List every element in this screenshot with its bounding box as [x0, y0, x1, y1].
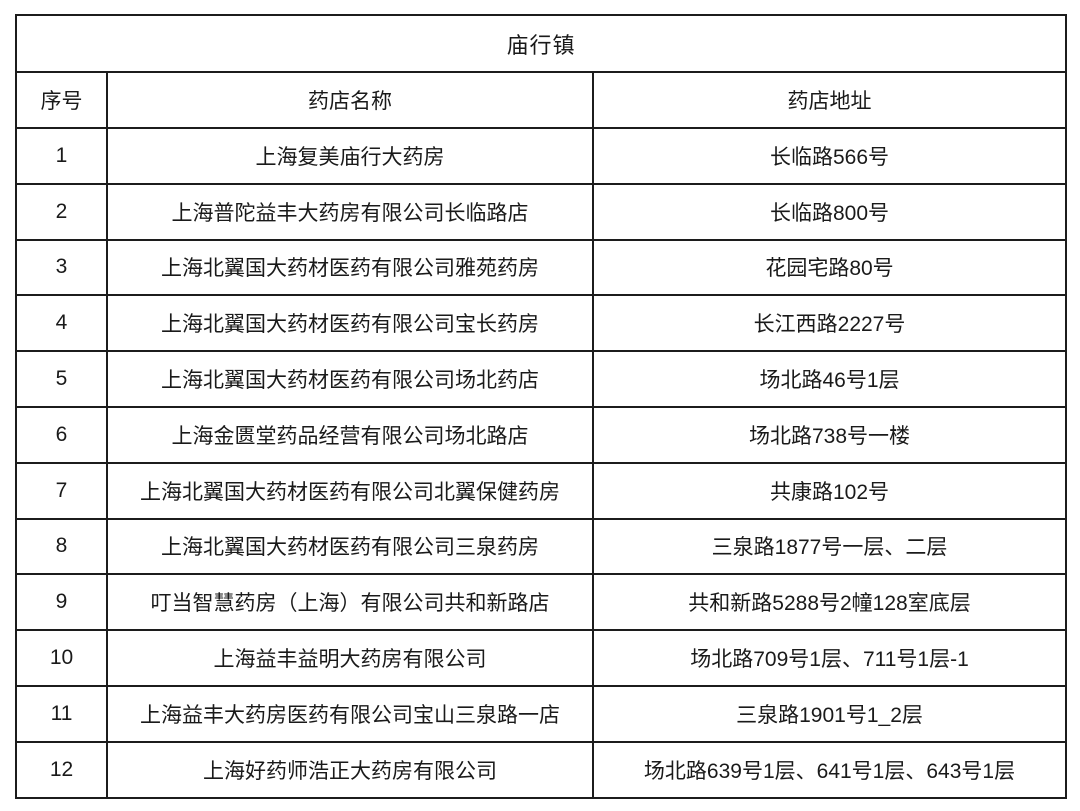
row-number: 12	[15, 740, 108, 799]
table-row: 9 叮当智慧药房（上海）有限公司共和新路店 共和新路5288号2幢128室底层	[15, 573, 1068, 632]
pharmacy-address: 场北路46号1层	[591, 350, 1068, 408]
table-row: 10 上海益丰益明大药房有限公司 场北路709号1层、711号1层-1	[15, 629, 1068, 687]
row-number: 10	[15, 629, 108, 687]
table-row: 5 上海北翼国大药材医药有限公司场北药店 场北路46号1层	[15, 350, 1068, 408]
table-title-row: 庙行镇	[14, 14, 1068, 73]
table-row: 7 上海北翼国大药材医药有限公司北翼保健药房 共康路102号	[15, 461, 1068, 520]
pharmacy-name: 上海北翼国大药材医药有限公司雅苑药房	[106, 238, 594, 297]
row-number: 9	[15, 573, 108, 632]
table-row: 8 上海北翼国大药材医药有限公司三泉药房 三泉路1877号一层、二层	[15, 517, 1068, 576]
row-number: 3	[15, 238, 108, 297]
table-row: 6 上海金匮堂药品经营有限公司场北路店 场北路738号一楼	[15, 405, 1068, 464]
pharmacy-name: 上海普陀益丰大药房有限公司长临路店	[106, 182, 594, 241]
row-number: 4	[15, 294, 108, 353]
pharmacy-name: 上海益丰大药房医药有限公司宝山三泉路一店	[106, 684, 594, 743]
table-header-row: 序号 药店名称 药店地址	[15, 71, 1068, 129]
row-number: 6	[15, 405, 108, 464]
pharmacy-name: 上海益丰益明大药房有限公司	[106, 629, 594, 687]
pharmacy-name: 叮当智慧药房（上海）有限公司共和新路店	[106, 573, 594, 632]
table-row: 4 上海北翼国大药材医药有限公司宝长药房 长江西路2227号	[15, 294, 1068, 353]
table-row: 11 上海益丰大药房医药有限公司宝山三泉路一店 三泉路1901号1_2层	[15, 684, 1068, 743]
pharmacy-name: 上海金匮堂药品经营有限公司场北路店	[106, 405, 594, 464]
pharmacy-name: 上海好药师浩正大药房有限公司	[106, 740, 594, 799]
pharmacy-table: 庙行镇 序号 药店名称 药店地址 1 上海复美庙行大药房 长临路566号 2 上…	[14, 14, 1068, 799]
table-row: 1 上海复美庙行大药房 长临路566号	[15, 127, 1068, 185]
pharmacy-address: 长临路566号	[591, 127, 1068, 185]
pharmacy-address: 三泉路1901号1_2层	[591, 684, 1068, 743]
pharmacy-name: 上海北翼国大药材医药有限公司三泉药房	[106, 517, 594, 576]
table-row: 12 上海好药师浩正大药房有限公司 场北路639号1层、641号1层、643号1…	[15, 740, 1068, 799]
pharmacy-address: 花园宅路80号	[591, 238, 1068, 297]
pharmacy-name: 上海北翼国大药材医药有限公司场北药店	[106, 350, 594, 408]
pharmacy-address: 长江西路2227号	[591, 294, 1068, 353]
row-number: 1	[15, 127, 108, 185]
pharmacy-address: 三泉路1877号一层、二层	[591, 517, 1068, 576]
col-header-address: 药店地址	[591, 71, 1068, 129]
row-number: 8	[15, 517, 108, 576]
table-row: 2 上海普陀益丰大药房有限公司长临路店 长临路800号	[15, 182, 1068, 241]
row-number: 5	[15, 350, 108, 408]
pharmacy-address: 共和新路5288号2幢128室底层	[591, 573, 1068, 632]
pharmacy-address: 场北路738号一楼	[591, 405, 1068, 464]
pharmacy-address: 场北路639号1层、641号1层、643号1层	[591, 740, 1068, 799]
row-number: 11	[15, 684, 108, 743]
col-header-no: 序号	[15, 71, 108, 129]
table-title: 庙行镇	[14, 14, 1068, 73]
pharmacy-address: 长临路800号	[591, 182, 1068, 241]
pharmacy-address: 共康路102号	[591, 461, 1068, 520]
row-number: 7	[15, 461, 108, 520]
pharmacy-address: 场北路709号1层、711号1层-1	[591, 629, 1068, 687]
pharmacy-name: 上海复美庙行大药房	[106, 127, 594, 185]
table-row: 3 上海北翼国大药材医药有限公司雅苑药房 花园宅路80号	[15, 238, 1068, 297]
pharmacy-name: 上海北翼国大药材医药有限公司北翼保健药房	[106, 461, 594, 520]
col-header-name: 药店名称	[106, 71, 594, 129]
pharmacy-name: 上海北翼国大药材医药有限公司宝长药房	[106, 294, 594, 353]
table-body: 1 上海复美庙行大药房 长临路566号 2 上海普陀益丰大药房有限公司长临路店 …	[15, 127, 1068, 799]
row-number: 2	[15, 182, 108, 241]
